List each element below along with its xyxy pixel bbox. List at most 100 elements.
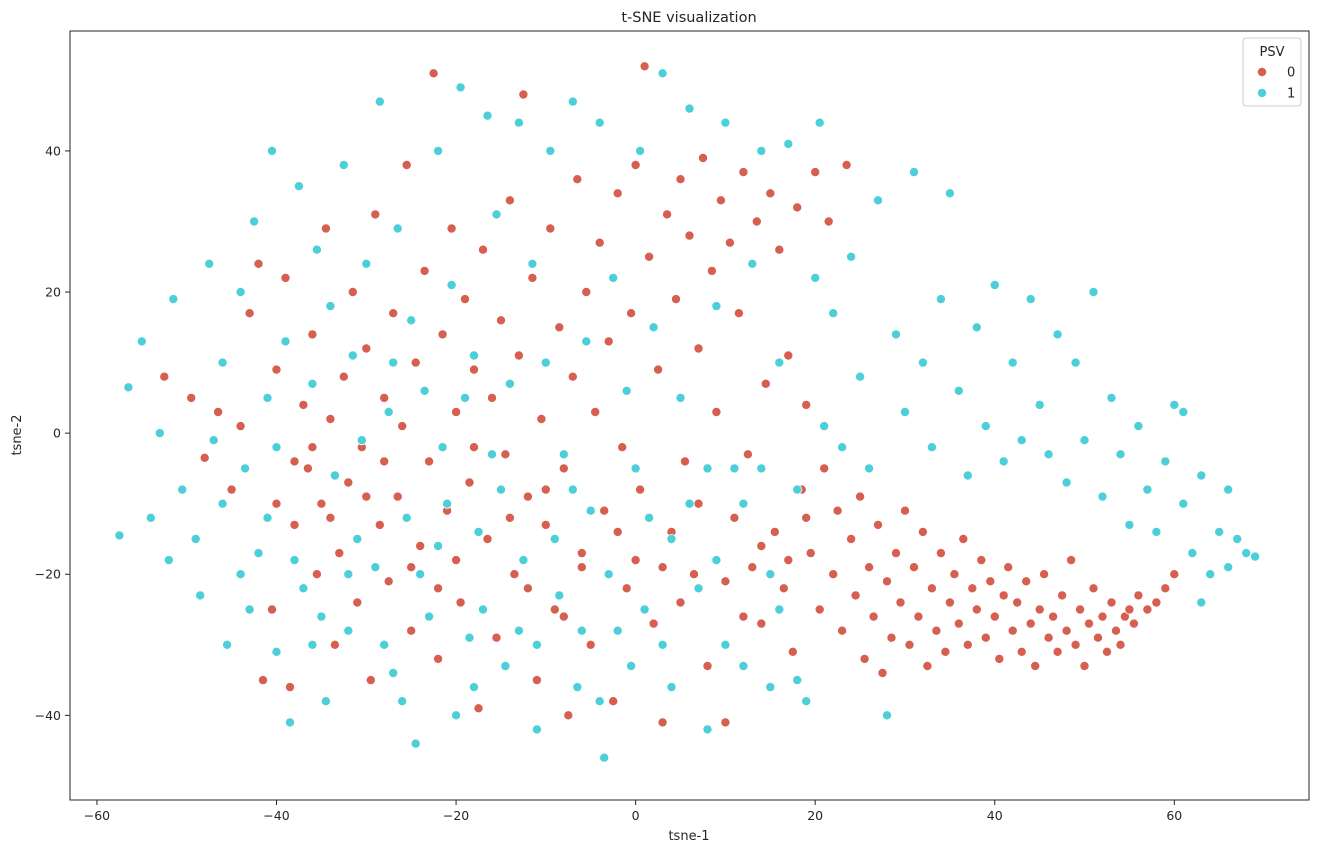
data-point-series-0 [662,209,673,220]
data-point-series-0 [882,576,893,587]
data-point-series-0 [962,639,973,650]
data-point-series-0 [257,675,268,686]
data-point-series-1 [585,505,596,516]
data-point-series-1 [1106,392,1117,403]
data-point-series-0 [522,491,533,502]
data-point-series-0 [504,512,515,523]
data-point-series-1 [1223,562,1234,573]
data-point-series-0 [675,174,686,185]
data-point-series-1 [891,329,902,340]
data-point-series-1 [1088,286,1099,297]
data-point-series-0 [612,526,623,537]
data-point-series-1 [1160,456,1171,467]
data-point-series-0 [783,350,794,361]
data-point-series-1 [554,590,565,601]
data-point-series-1 [240,463,251,474]
data-point-series-1 [644,512,655,523]
data-point-series-1 [343,569,354,580]
data-point-series-1 [347,350,358,361]
data-point-series-0 [473,703,484,714]
data-point-series-1 [433,541,444,552]
data-point-series-1 [684,498,695,509]
data-point-series-0 [500,449,511,460]
data-point-series-0 [464,477,475,488]
data-point-series-0 [909,562,920,573]
data-point-series-0 [1142,604,1153,615]
data-point-series-0 [756,541,767,552]
data-point-series-1 [464,632,475,643]
data-point-series-0 [944,597,955,608]
data-point-series-0 [549,604,560,615]
data-point-series-1 [1250,551,1261,562]
data-point-series-0 [608,696,619,707]
data-point-series-0 [518,89,529,100]
data-point-series-0 [612,188,623,199]
data-point-series-0 [976,555,987,566]
data-point-series-1 [729,463,740,474]
data-point-series-1 [635,145,646,156]
data-point-series-1 [451,710,462,721]
data-point-series-0 [361,343,372,354]
data-point-series-1 [459,392,470,403]
data-point-series-1 [433,145,444,156]
data-point-series-0 [922,661,933,672]
data-point-series-0 [343,477,354,488]
data-point-series-0 [554,322,565,333]
data-point-series-1 [567,96,578,107]
data-point-series-0 [765,188,776,199]
data-point-series-1 [558,449,569,460]
data-point-series-0 [689,569,700,580]
data-point-series-1 [756,463,767,474]
data-point-series-0 [603,336,614,347]
data-point-series-0 [621,583,632,594]
data-point-series-1 [837,442,848,453]
data-point-series-0 [437,329,448,340]
data-point-series-1 [666,682,677,693]
y-tick-label: 20 [45,285,61,300]
data-point-series-1 [1007,357,1018,368]
data-point-series-1 [123,382,134,393]
data-point-series-0 [657,717,668,728]
data-point-series-0 [706,265,717,276]
data-point-series-1 [549,534,560,545]
data-point-series-1 [576,625,587,636]
data-point-series-1 [217,498,228,509]
data-point-series-1 [379,639,390,650]
data-point-series-1 [442,498,453,509]
plot-frame [69,30,1310,801]
data-point-series-1 [338,159,349,170]
data-point-series-0 [325,413,336,424]
data-point-series-1 [392,223,403,234]
data-point-series-0 [271,364,282,375]
data-point-series-0 [814,604,825,615]
data-point-series-0 [1079,661,1090,672]
data-point-series-1 [935,294,946,305]
data-point-series-0 [594,237,605,248]
data-point-series-0 [379,392,390,403]
data-point-series-1 [468,682,479,693]
data-point-series-0 [626,308,637,319]
data-point-series-0 [715,195,726,206]
data-point-series-0 [433,653,444,664]
data-point-series-1 [410,738,421,749]
data-point-series-0 [451,555,462,566]
data-point-series-0 [671,294,682,305]
data-point-series-0 [832,505,843,516]
data-point-series-0 [931,625,942,636]
data-point-series-0 [1070,639,1081,650]
axes-layer: −60 −40 −20 0 20 40 60 −40 −20 0 20 40 [35,30,1310,823]
data-point-series-0 [1061,625,1072,636]
data-point-series-0 [576,562,587,573]
data-point-series-1 [1205,569,1216,580]
data-point-series-1 [343,625,354,636]
data-point-series-0 [940,646,951,657]
data-point-series-0 [1057,590,1068,601]
data-point-series-1 [864,463,875,474]
data-point-series-1 [518,555,529,566]
data-point-series-1 [657,639,668,650]
data-point-series-0 [617,442,628,453]
data-point-series-1 [397,696,408,707]
data-point-series-0 [1084,618,1095,629]
data-point-series-1 [828,308,839,319]
data-point-series-0 [823,216,834,227]
